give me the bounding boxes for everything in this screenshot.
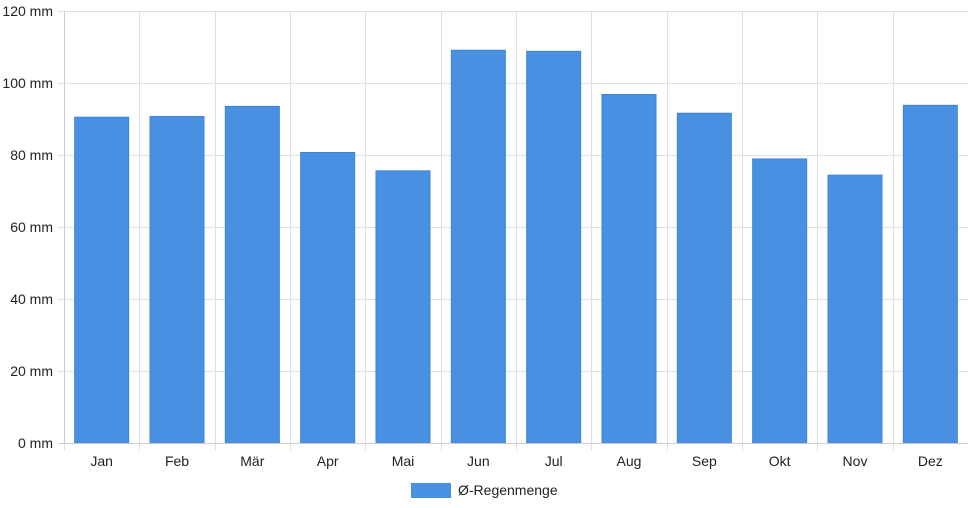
axes-layer bbox=[58, 11, 968, 444]
bar-Jun[interactable] bbox=[450, 49, 506, 444]
x-tick-label-0: Jan bbox=[90, 453, 113, 469]
bar-Aug[interactable] bbox=[601, 94, 657, 444]
bar-Nov[interactable] bbox=[827, 174, 883, 444]
bar-Mai[interactable] bbox=[375, 170, 431, 444]
legend[interactable]: Ø-Regenmenge bbox=[411, 482, 558, 498]
bar-Sep[interactable] bbox=[676, 112, 732, 444]
bar-Apr[interactable] bbox=[300, 151, 356, 444]
x-tick-label-9: Okt bbox=[769, 453, 791, 469]
y-tick-labels: 0 mm 20 mm 40 mm 60 mm 80 mm 100 mm 120 mm bbox=[2, 3, 53, 451]
x-tick-label-11: Dez bbox=[918, 453, 943, 469]
bar-Jan[interactable] bbox=[74, 116, 130, 444]
y-tick-label-1: 20 mm bbox=[10, 363, 53, 379]
bars-layer bbox=[74, 49, 958, 444]
x-tick-label-3: Apr bbox=[317, 453, 339, 469]
bar-Feb[interactable] bbox=[149, 115, 205, 444]
y-tick-label-5: 100 mm bbox=[2, 75, 53, 91]
y-tick-label-6: 120 mm bbox=[2, 3, 53, 19]
bar-Jul[interactable] bbox=[526, 50, 582, 444]
x-tick-label-8: Sep bbox=[692, 453, 717, 469]
grid-layer bbox=[58, 11, 968, 451]
y-tick-label-3: 60 mm bbox=[10, 219, 53, 235]
y-tick-label-2: 40 mm bbox=[10, 291, 53, 307]
bar-Okt[interactable] bbox=[752, 158, 808, 444]
y-tick-label-0: 0 mm bbox=[18, 435, 53, 451]
x-tick-label-5: Jun bbox=[467, 453, 490, 469]
legend-swatch[interactable] bbox=[411, 483, 451, 498]
bar-Dez[interactable] bbox=[902, 104, 958, 444]
x-tick-label-2: Mär bbox=[240, 453, 264, 469]
x-tick-label-7: Aug bbox=[617, 453, 642, 469]
legend-label[interactable]: Ø-Regenmenge bbox=[458, 482, 558, 498]
x-tick-label-1: Feb bbox=[165, 453, 189, 469]
x-tick-labels: Jan Feb Mär Apr Mai Jun Jul Aug Sep Okt Nov Dez bbox=[90, 453, 942, 469]
x-tick-label-4: Mai bbox=[392, 453, 415, 469]
x-tick-label-10: Nov bbox=[843, 453, 868, 469]
x-tick-label-6: Jul bbox=[545, 453, 563, 469]
y-tick-label-4: 80 mm bbox=[10, 147, 53, 163]
bar-Mär[interactable] bbox=[224, 105, 280, 444]
